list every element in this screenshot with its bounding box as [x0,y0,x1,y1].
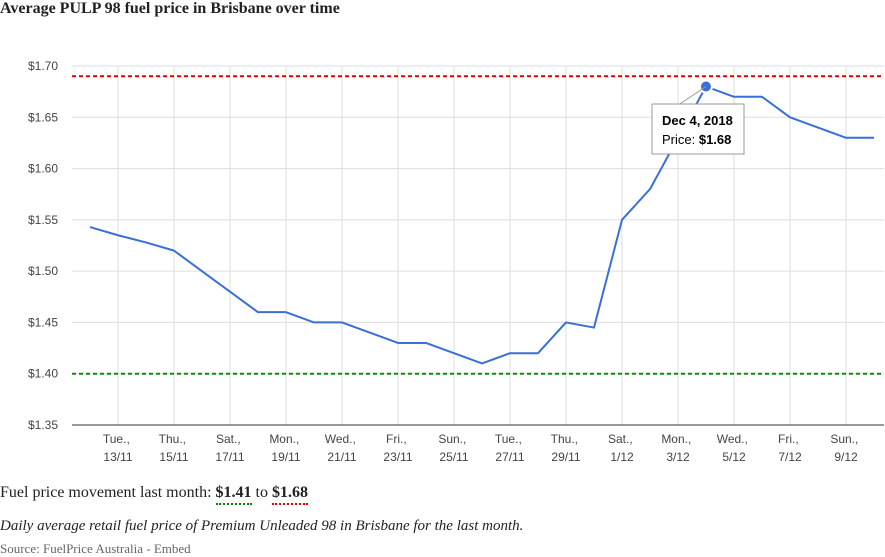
x-tick-label: Tue., 27/11 [495,432,525,464]
source-label: Source: FuelPrice Australia [0,541,143,556]
chart-title: Average PULP 98 fuel price in Brisbane o… [0,0,340,17]
tooltip-title: Dec 4, 2018 [662,113,733,128]
x-tick-label: Sun., 9/12 [830,432,861,464]
caption: Daily average retail fuel price of Premi… [0,518,524,534]
high-price: $1.68 [271,484,308,505]
x-tick-label: Fri., 7/12 [778,432,802,464]
x-tick-label: Mon., 3/12 [661,432,694,464]
embed-link[interactable]: Embed [153,541,191,556]
x-tick-label: Thu., 29/11 [551,432,582,464]
tooltip-label: Price: [662,132,699,147]
x-tick-label: Tue., 13/11 [103,432,133,464]
y-tick-label: $1.60 [28,162,58,176]
tooltip-body: Price: $1.68 [662,132,731,147]
tooltip-pointer [675,86,707,107]
x-tick-label: Sat., 1/12 [608,432,636,464]
x-tick-label: Thu., 15/11 [159,432,190,464]
y-tick-label: $1.55 [28,213,58,227]
y-tick-label: $1.50 [28,264,58,278]
movement-label: Fuel price movement last month: [0,484,212,501]
x-tick-label: Sun., 25/11 [438,432,469,464]
price-line [89,85,874,365]
x-tick-label: Fri., 23/11 [383,432,412,464]
y-tick-label: $1.35 [28,418,58,432]
tooltip-box [651,103,745,155]
source: Source: FuelPrice Australia - Embed [0,541,191,556]
x-tick-label: Wed., 5/12 [717,432,751,464]
x-tick-label: Wed., 21/11 [325,432,359,464]
y-tick-label: $1.45 [28,315,58,329]
y-tick-label: $1.70 [28,59,58,73]
movement-to: to [255,484,268,501]
x-tick-label: Sat., 17/11 [215,432,244,464]
chart: $1.35 $1.40 $1.45 $1.50 $1.55 $1.60 $1.65 $1.70… [28,59,884,464]
low-price: $1.41 [215,484,252,505]
tooltip: Dec 4, 2018 Price: $1.68 [651,86,745,155]
x-tick-label: Mon., 19/11 [269,432,302,464]
movement: Fuel price movement last month: $1.41 to… [0,484,308,505]
y-tick-label: $1.40 [28,367,58,381]
y-tick-label: $1.65 [28,110,58,124]
tooltip-value: $1.68 [699,132,732,147]
highlight-point [699,79,713,94]
